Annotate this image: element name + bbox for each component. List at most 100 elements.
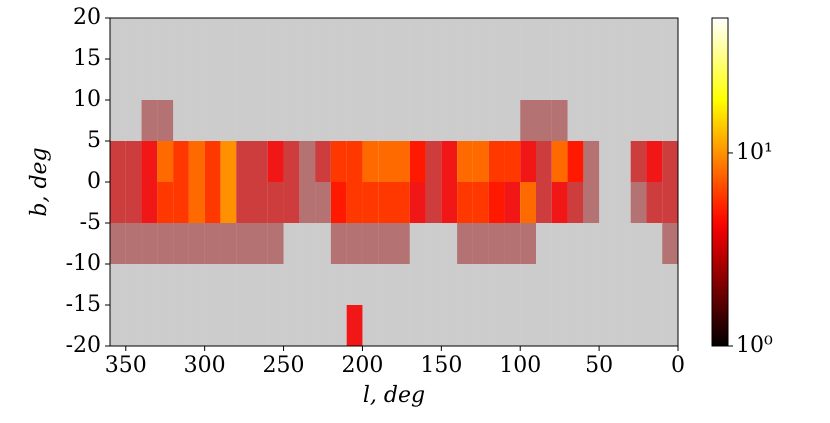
cell <box>173 59 189 100</box>
cell <box>110 59 126 100</box>
cell <box>141 141 158 182</box>
cell <box>125 141 142 182</box>
cell <box>441 182 458 223</box>
cell <box>346 100 363 141</box>
y-tick-label: 5 <box>87 128 101 153</box>
cell <box>630 59 647 100</box>
cell <box>441 223 458 264</box>
cell <box>188 223 205 264</box>
cell <box>551 264 568 305</box>
cell <box>504 223 521 264</box>
cell <box>252 100 268 141</box>
cell <box>346 141 363 182</box>
cell <box>536 264 552 305</box>
cell <box>173 18 189 59</box>
cell <box>662 182 678 223</box>
cell <box>188 100 205 141</box>
cell <box>236 223 252 264</box>
cell <box>110 100 126 141</box>
cell <box>252 305 268 346</box>
y-tick-label: -15 <box>66 292 101 317</box>
cell <box>425 59 442 100</box>
cell <box>220 141 237 182</box>
cell <box>236 100 252 141</box>
cell <box>457 59 473 100</box>
cell <box>520 59 536 100</box>
cell <box>204 264 221 305</box>
cell <box>283 264 300 305</box>
cell <box>504 182 521 223</box>
cell <box>536 305 552 346</box>
cell <box>378 141 394 182</box>
cell <box>378 264 394 305</box>
cell <box>472 18 489 59</box>
cell <box>141 59 158 100</box>
cell <box>425 182 442 223</box>
cell <box>157 182 174 223</box>
cell <box>646 59 663 100</box>
cell <box>188 141 205 182</box>
cell <box>567 182 584 223</box>
cell <box>346 264 363 305</box>
cell <box>630 305 647 346</box>
cell <box>409 18 426 59</box>
cell <box>441 141 458 182</box>
cell <box>394 305 410 346</box>
cell <box>236 264 252 305</box>
cell <box>299 182 316 223</box>
cell <box>204 182 221 223</box>
cell <box>299 223 316 264</box>
cell <box>630 223 647 264</box>
cell <box>441 305 458 346</box>
cell <box>125 223 142 264</box>
cell <box>362 264 379 305</box>
cell <box>567 141 584 182</box>
cell <box>157 305 174 346</box>
cell <box>378 59 394 100</box>
cell <box>220 100 237 141</box>
cell <box>599 141 615 182</box>
cell <box>157 18 174 59</box>
cell <box>204 18 221 59</box>
cell <box>110 18 126 59</box>
cell <box>346 223 363 264</box>
cell <box>330 305 347 346</box>
cell <box>567 223 584 264</box>
cell <box>204 223 221 264</box>
cell <box>204 305 221 346</box>
cell <box>141 18 158 59</box>
cell <box>330 59 347 100</box>
cell <box>267 182 284 223</box>
cell <box>536 100 552 141</box>
cell <box>315 18 331 59</box>
y-axis-label: b, deg <box>27 147 52 216</box>
cell <box>425 305 442 346</box>
cell <box>504 100 521 141</box>
cell <box>315 59 331 100</box>
cell <box>315 264 331 305</box>
cell <box>551 223 568 264</box>
cell <box>110 264 126 305</box>
cell <box>299 59 316 100</box>
cell <box>252 141 268 182</box>
cell <box>599 223 615 264</box>
cell <box>141 182 158 223</box>
cell <box>157 59 174 100</box>
y-tick-label: -20 <box>66 333 101 358</box>
colorbar-tick-label: 10⁰ <box>736 333 773 358</box>
cell <box>330 141 347 182</box>
cell <box>267 18 284 59</box>
cell <box>599 305 615 346</box>
cell <box>425 100 442 141</box>
cell <box>220 18 237 59</box>
cell <box>504 305 521 346</box>
cell <box>662 223 678 264</box>
cell <box>409 264 426 305</box>
cell <box>425 141 442 182</box>
cell <box>346 182 363 223</box>
cell <box>315 223 331 264</box>
cell <box>457 305 473 346</box>
cell <box>646 100 663 141</box>
cell <box>409 59 426 100</box>
